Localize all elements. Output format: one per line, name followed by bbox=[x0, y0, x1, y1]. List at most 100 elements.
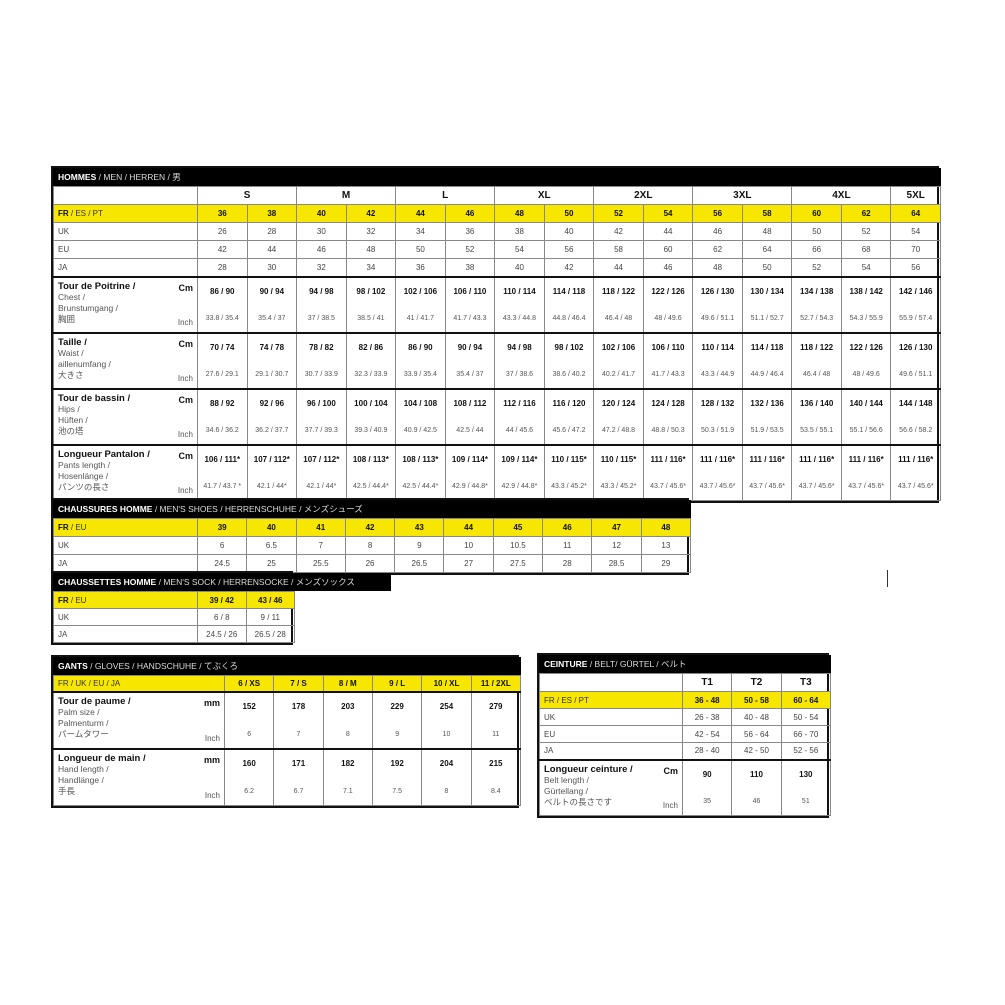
value-primary: 171 bbox=[291, 759, 306, 769]
value-inch: 52.7 / 54.3 bbox=[800, 315, 834, 322]
cell: 28 bbox=[542, 554, 593, 573]
measure-label: Longueur Pantalon / Pants length / Hosenlä… bbox=[53, 444, 198, 501]
fr-size: 36 bbox=[197, 204, 248, 223]
unit-inch: Inch bbox=[177, 429, 193, 439]
value-primary: 94 / 98 bbox=[309, 287, 334, 296]
table-row: EU 42 44 46 48 50 52 54 56 58 60 62 64 66 68 70 bbox=[53, 240, 941, 259]
value-inch: 41 / 41.7 bbox=[406, 315, 435, 322]
cell: 42 - 54 bbox=[681, 725, 733, 743]
cell: 48 bbox=[741, 222, 793, 241]
fr-rest: / ES / PT bbox=[68, 209, 103, 218]
value-inch: 43.3 / 44.9 bbox=[701, 371, 735, 378]
value-inch: 43.3 / 44.8 bbox=[502, 315, 536, 322]
measure-cell: 94 / 98 37 / 38.6 bbox=[494, 332, 545, 389]
measure-cell: 178 7 bbox=[273, 691, 324, 749]
value-primary: 111 / 116* bbox=[898, 455, 934, 464]
fr-size: 50 bbox=[543, 204, 595, 223]
measure-subtitle: Palm size / bbox=[58, 706, 100, 717]
cell: 46 bbox=[692, 222, 743, 241]
fr-rest: / EU bbox=[68, 523, 87, 532]
value-inch: 43.3 / 45.2* bbox=[551, 483, 587, 490]
value-primary: 178 bbox=[291, 702, 306, 712]
measure-cell: 114 / 118 44.8 / 46.4 bbox=[543, 276, 595, 333]
blank-cell bbox=[53, 186, 198, 205]
measure-cell: 130 51 bbox=[780, 759, 832, 816]
row-label: JA bbox=[53, 554, 198, 573]
gloves-title: GANTS / GLOVES / HANDSCHUHE / てぶくろ bbox=[53, 657, 521, 675]
measure-cell: 106 / 110 41.7 / 43.3 bbox=[444, 276, 496, 333]
measure-cell: 92 / 96 36.2 / 37.7 bbox=[246, 388, 298, 445]
value-primary: 102 / 106 bbox=[403, 287, 438, 296]
value-primary: 124 / 128 bbox=[651, 399, 685, 408]
cell: 40 bbox=[494, 258, 545, 277]
measure-title: Tour de bassin / bbox=[58, 392, 131, 404]
fr-size-row: FR / EU 39 40 41 42 43 44 45 46 47 48 bbox=[53, 518, 692, 537]
cell: 6 bbox=[196, 536, 248, 555]
men-table: S M L XL 2XL 3XL 4XL 5XL FR / ES / PT 36 38 40 42 44 4… bbox=[53, 186, 941, 501]
measure-title: Longueur ceinture / bbox=[544, 763, 633, 775]
measure-cell: 118 / 122 46.4 / 48 bbox=[593, 276, 644, 333]
measure-label: Tour de bassin / Hips / Hüften / 池の塔 Cm Inch bbox=[53, 388, 198, 445]
cell: 7 bbox=[295, 536, 346, 555]
row-label: UK bbox=[53, 608, 198, 626]
cell: 52 bbox=[444, 240, 496, 259]
value-inch: 43.7 / 45.6* bbox=[699, 483, 736, 490]
fr-size: 11 / 2XL bbox=[470, 675, 522, 692]
fr-label: FR / EU bbox=[53, 591, 198, 609]
fr-size: 10 / XL bbox=[421, 675, 472, 692]
measure-cell: 136 / 140 53.5 / 55.1 bbox=[791, 388, 842, 445]
value-inch: 35.4 / 37 bbox=[456, 371, 484, 378]
size-group: 3XL bbox=[692, 186, 793, 205]
value-inch: 39.3 / 40.9 bbox=[354, 427, 388, 434]
fr-size: 54 bbox=[642, 204, 694, 223]
value-primary: 138 / 142 bbox=[849, 287, 883, 296]
measure-title: Tour de paume / bbox=[58, 695, 131, 707]
value-primary: 114 / 118 bbox=[552, 287, 586, 296]
value-primary: 70 / 74 bbox=[210, 343, 235, 352]
value-primary: 110 / 114 bbox=[503, 287, 536, 296]
title-rest: / BELT/ GÜRTEL / ベルト bbox=[589, 659, 687, 669]
shoes-table: FR / EU 39 40 41 42 43 44 45 46 47 48 UK 6 6.5 7 8 9 10 10… bbox=[53, 518, 692, 573]
cell: 8 bbox=[344, 536, 396, 555]
cell: 38 bbox=[494, 222, 545, 241]
measure-cell: 122 / 126 48 / 49.6 bbox=[840, 332, 892, 389]
title-rest: / MEN / HERREN / 男 bbox=[96, 172, 181, 182]
value-inch: 41.7 / 43.3 bbox=[651, 371, 685, 378]
cell: 25.5 bbox=[295, 554, 346, 573]
value-inch: 51.1 / 52.7 bbox=[750, 315, 784, 322]
value-inch: 42.5 / 44.4* bbox=[402, 483, 439, 490]
measure-cell: 74 / 78 29.1 / 30.7 bbox=[246, 332, 298, 389]
title-bold: CHAUSSETTES HOMME bbox=[58, 577, 157, 587]
cell: 32 bbox=[296, 258, 347, 277]
value-primary: 128 / 132 bbox=[700, 399, 735, 408]
cell: 40 bbox=[543, 222, 595, 241]
value-inch: 6 bbox=[247, 730, 252, 738]
measure-cell: 134 / 138 52.7 / 54.3 bbox=[791, 276, 842, 333]
measure-cell: 128 / 132 50.3 / 51.9 bbox=[692, 388, 743, 445]
unit-inch: Inch bbox=[662, 800, 678, 810]
measure-subtitle: Chest / bbox=[58, 291, 85, 302]
measure-row: Tour de bassin / Hips / Hüften / 池の塔 Cm Inch 8… bbox=[53, 388, 941, 445]
value-primary: 203 bbox=[341, 702, 355, 712]
measure-cell: 144 / 148 56.6 / 58.2 bbox=[890, 388, 941, 445]
measure-cell: 140 / 144 55.1 / 56.6 bbox=[840, 388, 892, 445]
size-group: T2 bbox=[731, 673, 782, 692]
measure-cell: 104 / 108 40.9 / 42.5 bbox=[395, 388, 446, 445]
measure-cell: 70 / 74 27.6 / 29.1 bbox=[197, 332, 248, 389]
size-group: S bbox=[196, 186, 298, 205]
fr-size: 58 bbox=[741, 204, 793, 223]
gloves-size-chart: GANTS / GLOVES / HANDSCHUHE / てぶくろ FR / U… bbox=[51, 655, 522, 808]
cell: 26 - 38 bbox=[681, 708, 733, 726]
fr-size: 44 bbox=[443, 518, 494, 537]
value-primary: 120 / 124 bbox=[601, 399, 636, 408]
measure-cell: 82 / 86 32.3 / 33.9 bbox=[345, 332, 397, 389]
value-primary: 254 bbox=[439, 702, 454, 712]
table-row: UK 26 28 30 32 34 36 38 40 42 44 46 48 50 52 54 bbox=[53, 222, 941, 241]
table-row: EU 42 - 54 56 - 64 66 - 70 bbox=[539, 725, 832, 743]
measure-label: Taille / Waist / aillenumfang / 大きさ Cm Inch bbox=[53, 332, 198, 389]
men-title: HOMMES / MEN / HERREN / 男 bbox=[53, 168, 941, 186]
title-rest: / MEN'S SHOES / HERRENSCHUHE / メンズシューズ bbox=[152, 504, 363, 514]
value-primary: 109 / 114* bbox=[451, 455, 488, 464]
measure-cell: 204 8 bbox=[421, 748, 472, 806]
